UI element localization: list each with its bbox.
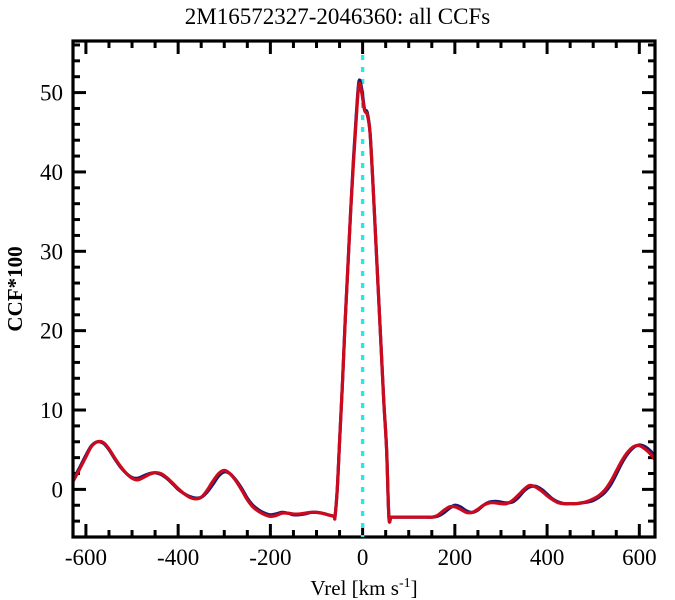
x-tick-label: 200 xyxy=(438,545,473,570)
y-axis-tick-labels: 0 10 20 30 40 50 xyxy=(40,81,63,503)
x-tick-label: -600 xyxy=(65,545,107,570)
page-title: 2M16572327-2046360: all CCFs xyxy=(184,4,491,29)
axis-titles: Vrel [km s-1] CCF*100 xyxy=(3,246,418,600)
x-axis-ticks xyxy=(84,41,641,537)
data-series-2 xyxy=(74,81,654,524)
y-axis-title: CCF*100 xyxy=(3,246,27,331)
y-tick-label: 20 xyxy=(40,319,63,344)
y-tick-label: 0 xyxy=(52,477,64,502)
x-tick-label: 0 xyxy=(357,545,369,570)
x-tick-label: 400 xyxy=(530,545,565,570)
x-tick-label: -400 xyxy=(157,545,199,570)
y-tick-label: 10 xyxy=(40,398,63,423)
x-tick-label: 600 xyxy=(622,545,657,570)
y-axis-ticks xyxy=(73,43,655,539)
y-tick-label: 30 xyxy=(40,239,63,264)
y-tick-label: 50 xyxy=(40,81,63,106)
data-series-layer xyxy=(74,78,654,524)
x-tick-label: -200 xyxy=(249,545,291,570)
x-axis-tick-labels: -600 -400 -200 0 200 400 600 xyxy=(65,545,657,570)
x-axis-title: Vrel [km s-1] xyxy=(310,576,417,600)
y-tick-label: 40 xyxy=(40,160,63,185)
